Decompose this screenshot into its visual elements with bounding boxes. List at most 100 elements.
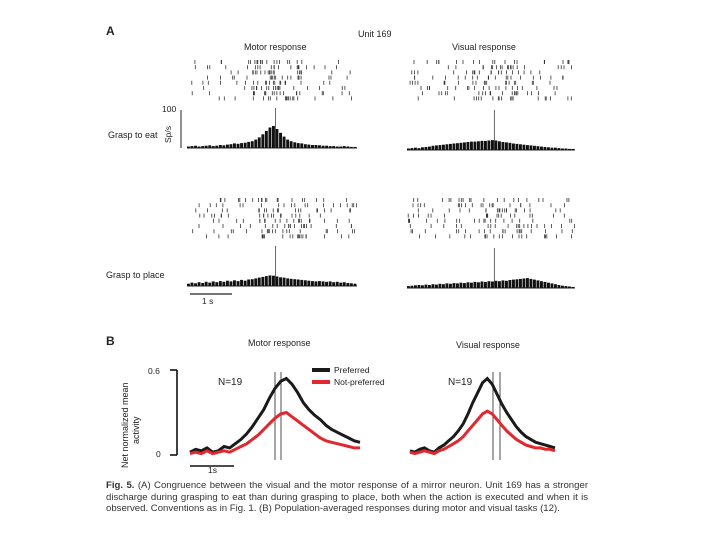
histogram-bar (519, 278, 522, 288)
histogram-bar (311, 145, 314, 148)
histogram-motor-place (187, 246, 357, 287)
panel-b-visual-title: Visual response (456, 340, 520, 350)
histogram-bar (282, 277, 286, 286)
histogram-bar (529, 278, 533, 288)
histogram-bar (515, 143, 519, 150)
histogram-bar (435, 284, 438, 288)
histogram-bar (421, 147, 424, 150)
histogram-bar (501, 280, 505, 288)
histogram-bar (410, 148, 414, 150)
histogram-bar (550, 283, 554, 288)
histogram-bar (204, 281, 208, 286)
histogram-bar (218, 145, 222, 148)
histogram-bar (414, 147, 417, 150)
histogram-bar (272, 126, 275, 148)
histogram-bar (211, 146, 215, 148)
histogram-bar (484, 140, 487, 150)
histogram-bar (487, 140, 491, 150)
histogram-bar (257, 277, 261, 286)
histogram-bar (197, 146, 201, 148)
histogram-bar (407, 286, 410, 288)
histogram-bar (335, 281, 339, 286)
histogram-bar (286, 278, 290, 286)
histogram-bar (204, 145, 208, 148)
histogram-bar (480, 281, 484, 288)
histogram-bar (512, 143, 515, 150)
histogram-bar (240, 143, 243, 148)
panel-b-letter: B (106, 334, 115, 348)
histogram-bar (342, 146, 346, 148)
histogram-bar (261, 134, 265, 148)
histogram-bar (254, 278, 258, 286)
histogram-bar (346, 146, 350, 148)
histogram-bar (512, 279, 515, 288)
histogram-bar (438, 283, 442, 288)
histogram-bar (407, 148, 410, 150)
histogram-bar (536, 146, 540, 150)
histogram-bar (505, 142, 508, 150)
histogram-bar (243, 142, 247, 148)
histogram-bar (194, 145, 197, 148)
histogram-bar (339, 282, 343, 286)
histogram-bar (318, 145, 321, 148)
histogram-bar (435, 145, 438, 150)
histogram-bar (491, 281, 494, 288)
histogram-bar (571, 286, 575, 288)
histogram-bar (442, 144, 445, 150)
histogram-bar (247, 141, 251, 148)
histogram-bar (543, 281, 547, 288)
histogram-bar (494, 140, 498, 150)
unit-label: Unit 169 (358, 29, 392, 39)
histogram-bar (536, 280, 540, 288)
histogram-bar (307, 280, 311, 286)
histogram-bar (233, 143, 236, 148)
time-scale-label-b: 1s (208, 465, 217, 475)
figure-caption: Fig. 5. (A) Congruence between the visua… (106, 480, 588, 515)
histogram-bar (293, 142, 297, 148)
histogram-bar (466, 142, 470, 150)
histogram-bar (307, 144, 311, 148)
histogram-bar (487, 281, 491, 288)
legend-not-preferred-label: Not-preferred (334, 377, 385, 387)
histogram-bar (508, 280, 512, 288)
histogram-bar (300, 143, 304, 148)
histogram-bar (438, 145, 442, 150)
histogram-bar (332, 146, 336, 148)
histogram-bar (473, 141, 477, 150)
histogram-bar (349, 283, 353, 286)
histogram-bar (346, 283, 350, 286)
histogram-bar (229, 144, 233, 148)
histogram-bar (449, 283, 452, 288)
histogram-bar (272, 275, 275, 286)
histogram-bar (236, 143, 240, 148)
histogram-bar (335, 146, 339, 148)
histogram-bar (236, 281, 240, 286)
histogram-bar (318, 281, 321, 286)
histogram-bar (442, 284, 445, 288)
legend-not-preferred-swatch (312, 380, 330, 384)
histogram-bar (215, 282, 219, 286)
row-label-grasp-to-place: Grasp to place (106, 270, 165, 280)
histogram-bar (254, 139, 258, 148)
histogram-bar (526, 278, 529, 288)
histogram-bar (218, 281, 222, 286)
histogram-bar (463, 283, 466, 288)
histogram-bar (261, 276, 265, 286)
histogram-bar (480, 140, 484, 150)
legend-preferred-swatch (312, 368, 330, 372)
histogram-bar (515, 279, 519, 288)
histogram-bar (250, 279, 254, 286)
histogram-bar (226, 144, 229, 148)
panel-b-y-axis (170, 369, 178, 456)
histogram-bar (289, 141, 293, 148)
histogram-bar (473, 281, 477, 288)
histogram-bar (282, 136, 286, 148)
histogram-bar (519, 144, 522, 150)
histogram-bar (529, 145, 533, 150)
n-count-visual: N=19 (448, 377, 473, 388)
histogram-bar (293, 279, 297, 286)
line-motor-not-preferred (189, 410, 360, 456)
histogram-bar (561, 285, 564, 288)
histogram-bar (547, 147, 550, 150)
